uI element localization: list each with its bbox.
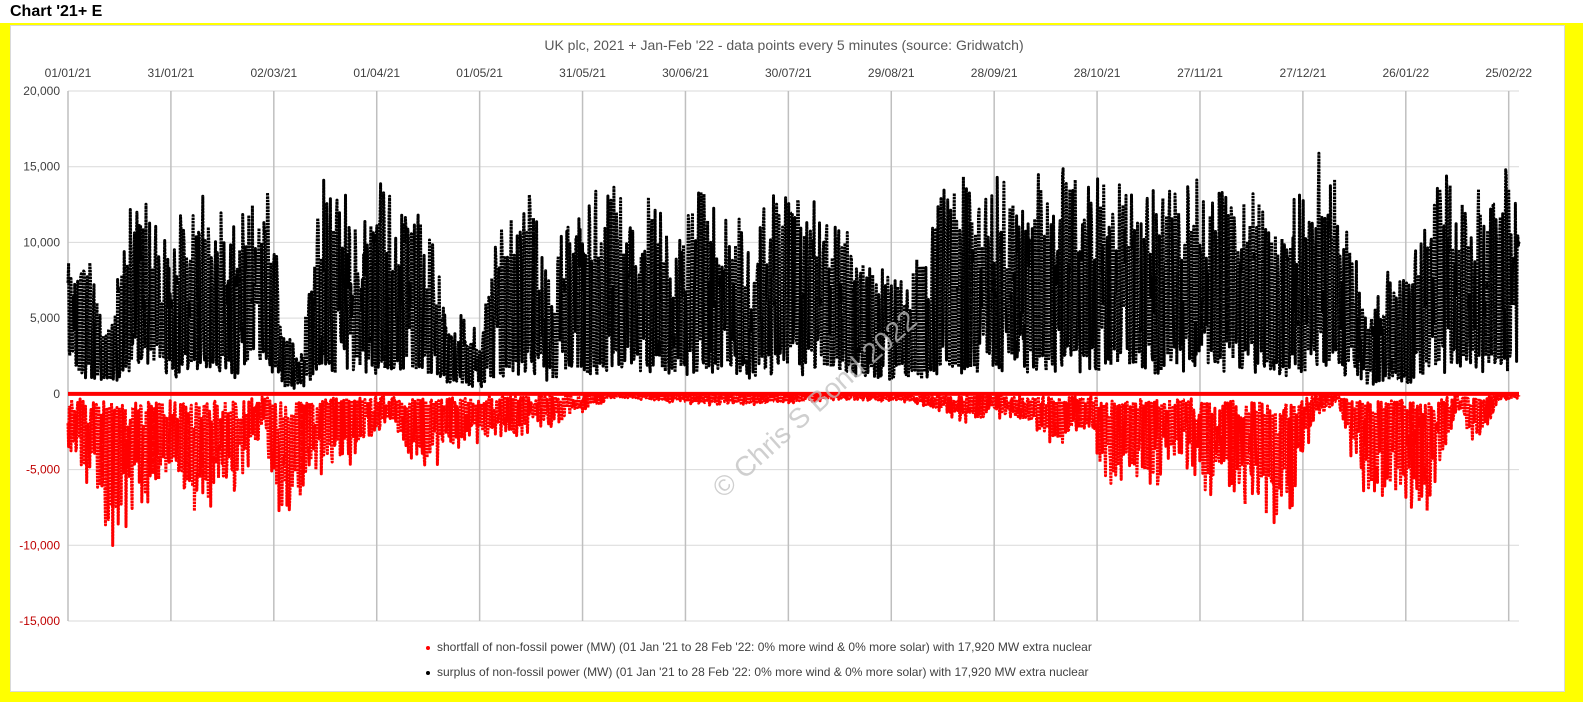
chart-title: UK plc, 2021 + Jan-Feb '22 - data points… [544, 37, 1023, 53]
x-tick-label: 02/03/21 [250, 66, 297, 80]
x-tick-label: 31/05/21 [559, 66, 606, 80]
shortfall-series [66, 392, 1521, 547]
chart-plot: UK plc, 2021 + Jan-Feb '22 - data points… [19, 37, 1533, 628]
legend-label-shortfall: shortfall of non-fossil power (MW) (01 J… [437, 640, 1092, 654]
legend-item-shortfall: shortfall of non-fossil power (MW) (01 J… [426, 640, 1092, 654]
y-tick-label: 10,000 [23, 235, 60, 249]
legend-item-surplus: surplus of non-fossil power (MW) (01 Jan… [426, 665, 1089, 679]
y-tick-label: 5,000 [30, 311, 60, 325]
y-tick-label: -5,000 [26, 463, 60, 477]
y-tick-label: -15,000 [19, 614, 60, 628]
y-axis-tick-labels: 20,000 15,000 10,000 5,000 0 -5,000 -10,000 -15… [19, 84, 60, 628]
x-tick-label: 25/02/22 [1485, 66, 1532, 80]
y-tick-label: 20,000 [23, 84, 60, 98]
y-tick-label: -10,000 [19, 538, 60, 552]
surplus-dots [66, 151, 1521, 390]
legend-marker-surplus [426, 670, 430, 675]
surplus-series [66, 151, 1521, 390]
y-tick-label: 15,000 [23, 160, 60, 174]
y-tick-label: 0 [53, 387, 60, 401]
legend-marker-shortfall [426, 645, 430, 650]
x-tick-label: 28/09/21 [971, 66, 1018, 80]
x-tick-label: 26/01/22 [1382, 66, 1429, 80]
x-tick-label: 27/12/21 [1280, 66, 1327, 80]
sheet-title: Chart '21+ E [10, 3, 103, 20]
chart-area[interactable]: UK plc, 2021 + Jan-Feb '22 - data points… [10, 25, 1565, 692]
x-tick-label: 28/10/21 [1074, 66, 1121, 80]
shortfall-dots [66, 392, 1521, 547]
x-tick-label: 01/04/21 [353, 66, 400, 80]
legend-label-surplus: surplus of non-fossil power (MW) (01 Jan… [437, 665, 1089, 679]
x-tick-label: 31/01/21 [148, 66, 195, 80]
x-tick-label: 29/08/21 [868, 66, 915, 80]
x-tick-label: 01/01/21 [45, 66, 92, 80]
x-axis-tick-labels: 01/01/21 31/01/21 02/03/21 01/04/21 01/05/21… [45, 66, 1533, 80]
x-tick-label: 30/06/21 [662, 66, 709, 80]
x-tick-label: 30/07/21 [765, 66, 812, 80]
x-tick-label: 27/11/21 [1177, 66, 1223, 80]
x-tick-label: 01/05/21 [456, 66, 503, 80]
